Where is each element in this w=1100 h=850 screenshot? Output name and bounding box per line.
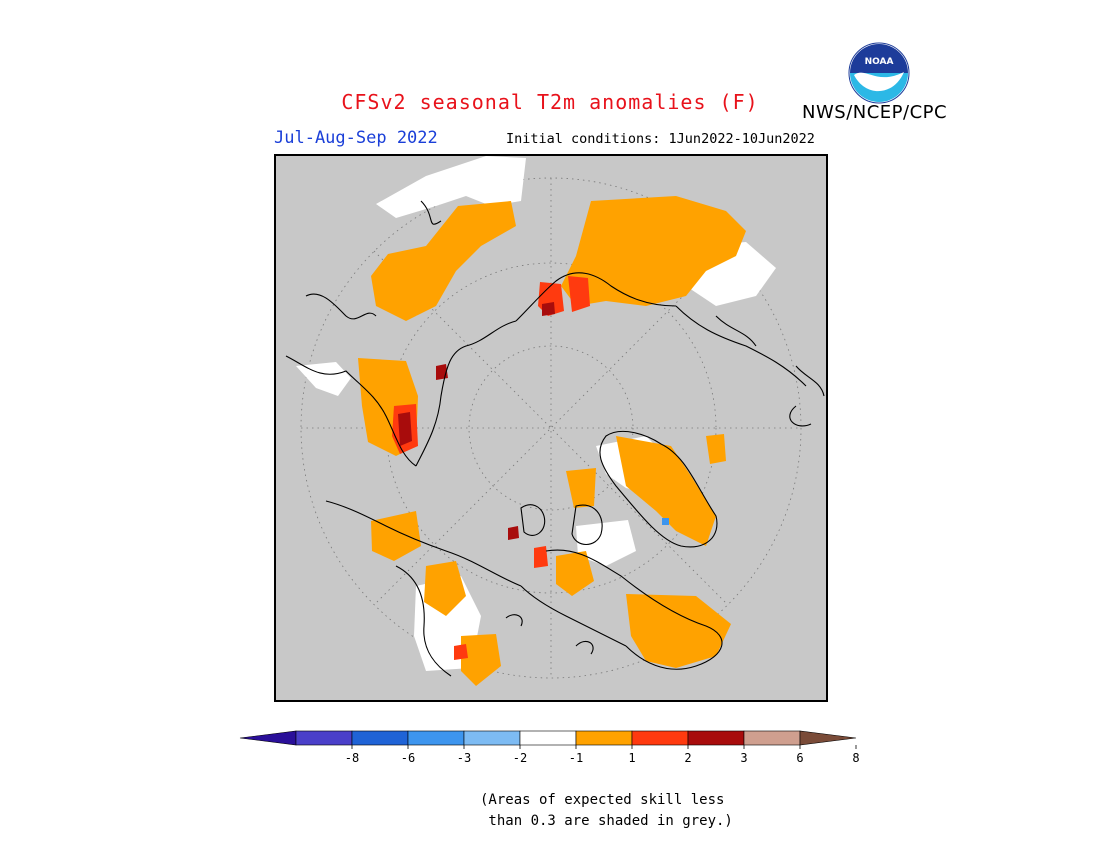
colorbar-tick-label: -6 — [401, 751, 415, 765]
colorbar-tick-label: -3 — [457, 751, 471, 765]
skill-note: (Areas of expected skill less than 0.3 a… — [480, 792, 733, 829]
colorbar-segment — [631, 730, 689, 746]
colorbar-tick-label: 2 — [684, 751, 691, 765]
colorbar-tick-label: 1 — [628, 751, 635, 765]
colorbar-segment — [519, 730, 577, 746]
colorbar-arrow-high — [799, 730, 857, 746]
season-label: Jul-Aug-Sep 2022 — [274, 128, 438, 148]
colorbar-ticks: -8 -6 -3 -2 -1 1 2 3 6 8 — [345, 745, 860, 765]
colorbar-tick-label: -2 — [513, 751, 527, 765]
colorbar-segment — [743, 730, 801, 746]
cold-anomaly-areas — [662, 518, 669, 525]
colorbar-segment — [407, 730, 465, 746]
colorbar-tick-label: 8 — [852, 751, 859, 765]
polar-map — [285, 156, 825, 686]
colorbar-tick-label: -8 — [345, 751, 359, 765]
colorbar-segments — [239, 730, 857, 746]
noaa-logo-text: NOAA — [865, 57, 894, 67]
colorbar: -8 -6 -3 -2 -1 1 2 3 6 8 — [239, 730, 860, 765]
agency-label: NWS/NCEP/CPC — [802, 102, 948, 123]
noaa-logo: NOAA — [848, 42, 910, 104]
colorbar-segment — [575, 730, 633, 746]
colorbar-tick-label: -1 — [569, 751, 583, 765]
colorbar-segment — [463, 730, 521, 746]
colorbar-segment — [351, 730, 409, 746]
colorbar-tick-label: 6 — [796, 751, 803, 765]
colorbar-segment — [687, 730, 745, 746]
colorbar-tick-label: 3 — [740, 751, 747, 765]
initial-conditions-label: Initial conditions: 1Jun2022-10Jun2022 — [506, 131, 815, 147]
colorbar-segment — [295, 730, 353, 746]
colorbar-arrow-low — [239, 730, 297, 746]
map-panel — [274, 154, 828, 702]
chart-title: CFSv2 seasonal T2m anomalies (F) — [341, 90, 759, 114]
coastlines — [285, 200, 825, 677]
